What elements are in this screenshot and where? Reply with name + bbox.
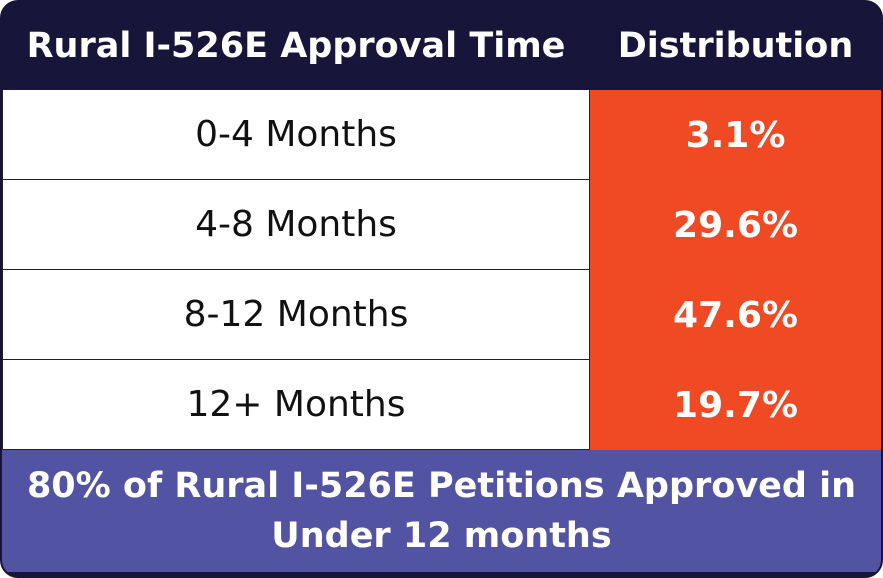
time-cell: 4-8 Months	[2, 180, 590, 270]
footer-note: 80% of Rural I-526E Petitions Approved i…	[2, 450, 881, 572]
time-cell: 8-12 Months	[2, 270, 590, 360]
time-cell: 0-4 Months	[2, 90, 590, 180]
distribution-cell: 19.7%	[590, 360, 881, 450]
distribution-cell: 47.6%	[590, 270, 881, 360]
table-row: 12+ Months 19.7%	[2, 360, 881, 450]
table-header: Rural I-526E Approval Time Distribution	[2, 2, 881, 90]
header-cell: Rural I-526E Approval Time	[26, 26, 566, 66]
distribution-cell: 3.1%	[590, 90, 881, 180]
distribution-cell: 29.6%	[590, 180, 881, 270]
table-body: 0-4 Months 3.1% 4-8 Months 29.6% 8-12 Months…	[2, 90, 881, 450]
header-cell: Distribution	[617, 26, 854, 66]
time-cell: 12+ Months	[2, 360, 590, 450]
table-row: 0-4 Months 3.1%	[2, 90, 881, 180]
table-row: 8-12 Months 47.6%	[2, 270, 881, 360]
table-row: 4-8 Months 29.6%	[2, 180, 881, 270]
